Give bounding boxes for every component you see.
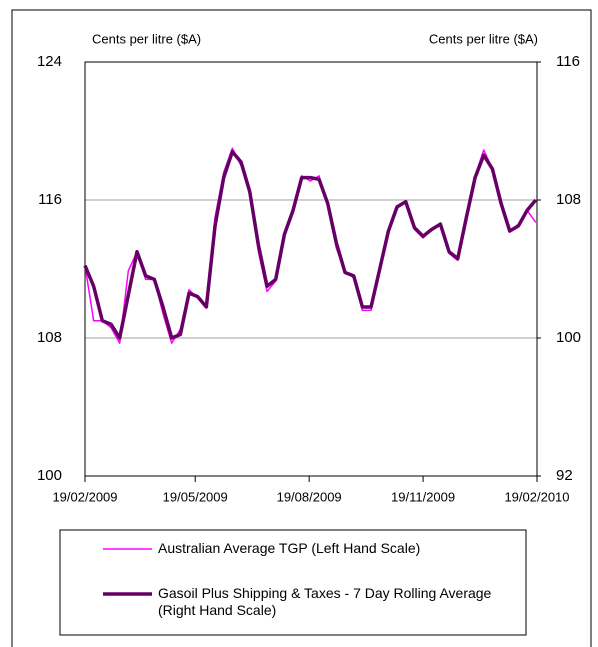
- x-tick-label: 19/05/2009: [163, 489, 228, 504]
- y2-tick-label: 116: [556, 53, 580, 70]
- frame: [11, 9, 592, 647]
- legend-label: Gasoil Plus Shipping & Taxes - 7 Day Rol…: [158, 585, 492, 618]
- y2-tick-label: 100: [556, 329, 581, 346]
- legend-box: [59, 529, 527, 636]
- x-tick-label: 19/11/2009: [391, 489, 455, 504]
- x-tick-label: 19/02/2010: [504, 489, 569, 504]
- y2-tick-label: 92: [556, 467, 573, 484]
- x-tick-label: 19/08/2009: [277, 489, 342, 504]
- y-tick-label: 100: [37, 467, 62, 484]
- y-axis-label: Cents per litre ($A): [92, 31, 201, 46]
- plot-area: [84, 61, 538, 477]
- y2-tick-label: 108: [556, 191, 581, 208]
- legend-label: Australian Average TGP (Left Hand Scale): [158, 540, 421, 556]
- series-line: [83, 149, 538, 340]
- y-tick-label: 116: [38, 191, 62, 208]
- y-tick-label: 124: [37, 53, 62, 70]
- x-tick-label: 19/02/2009: [52, 489, 117, 504]
- y-tick-label: 108: [37, 329, 62, 346]
- y2-axis-label: Cents per litre ($A): [429, 31, 538, 46]
